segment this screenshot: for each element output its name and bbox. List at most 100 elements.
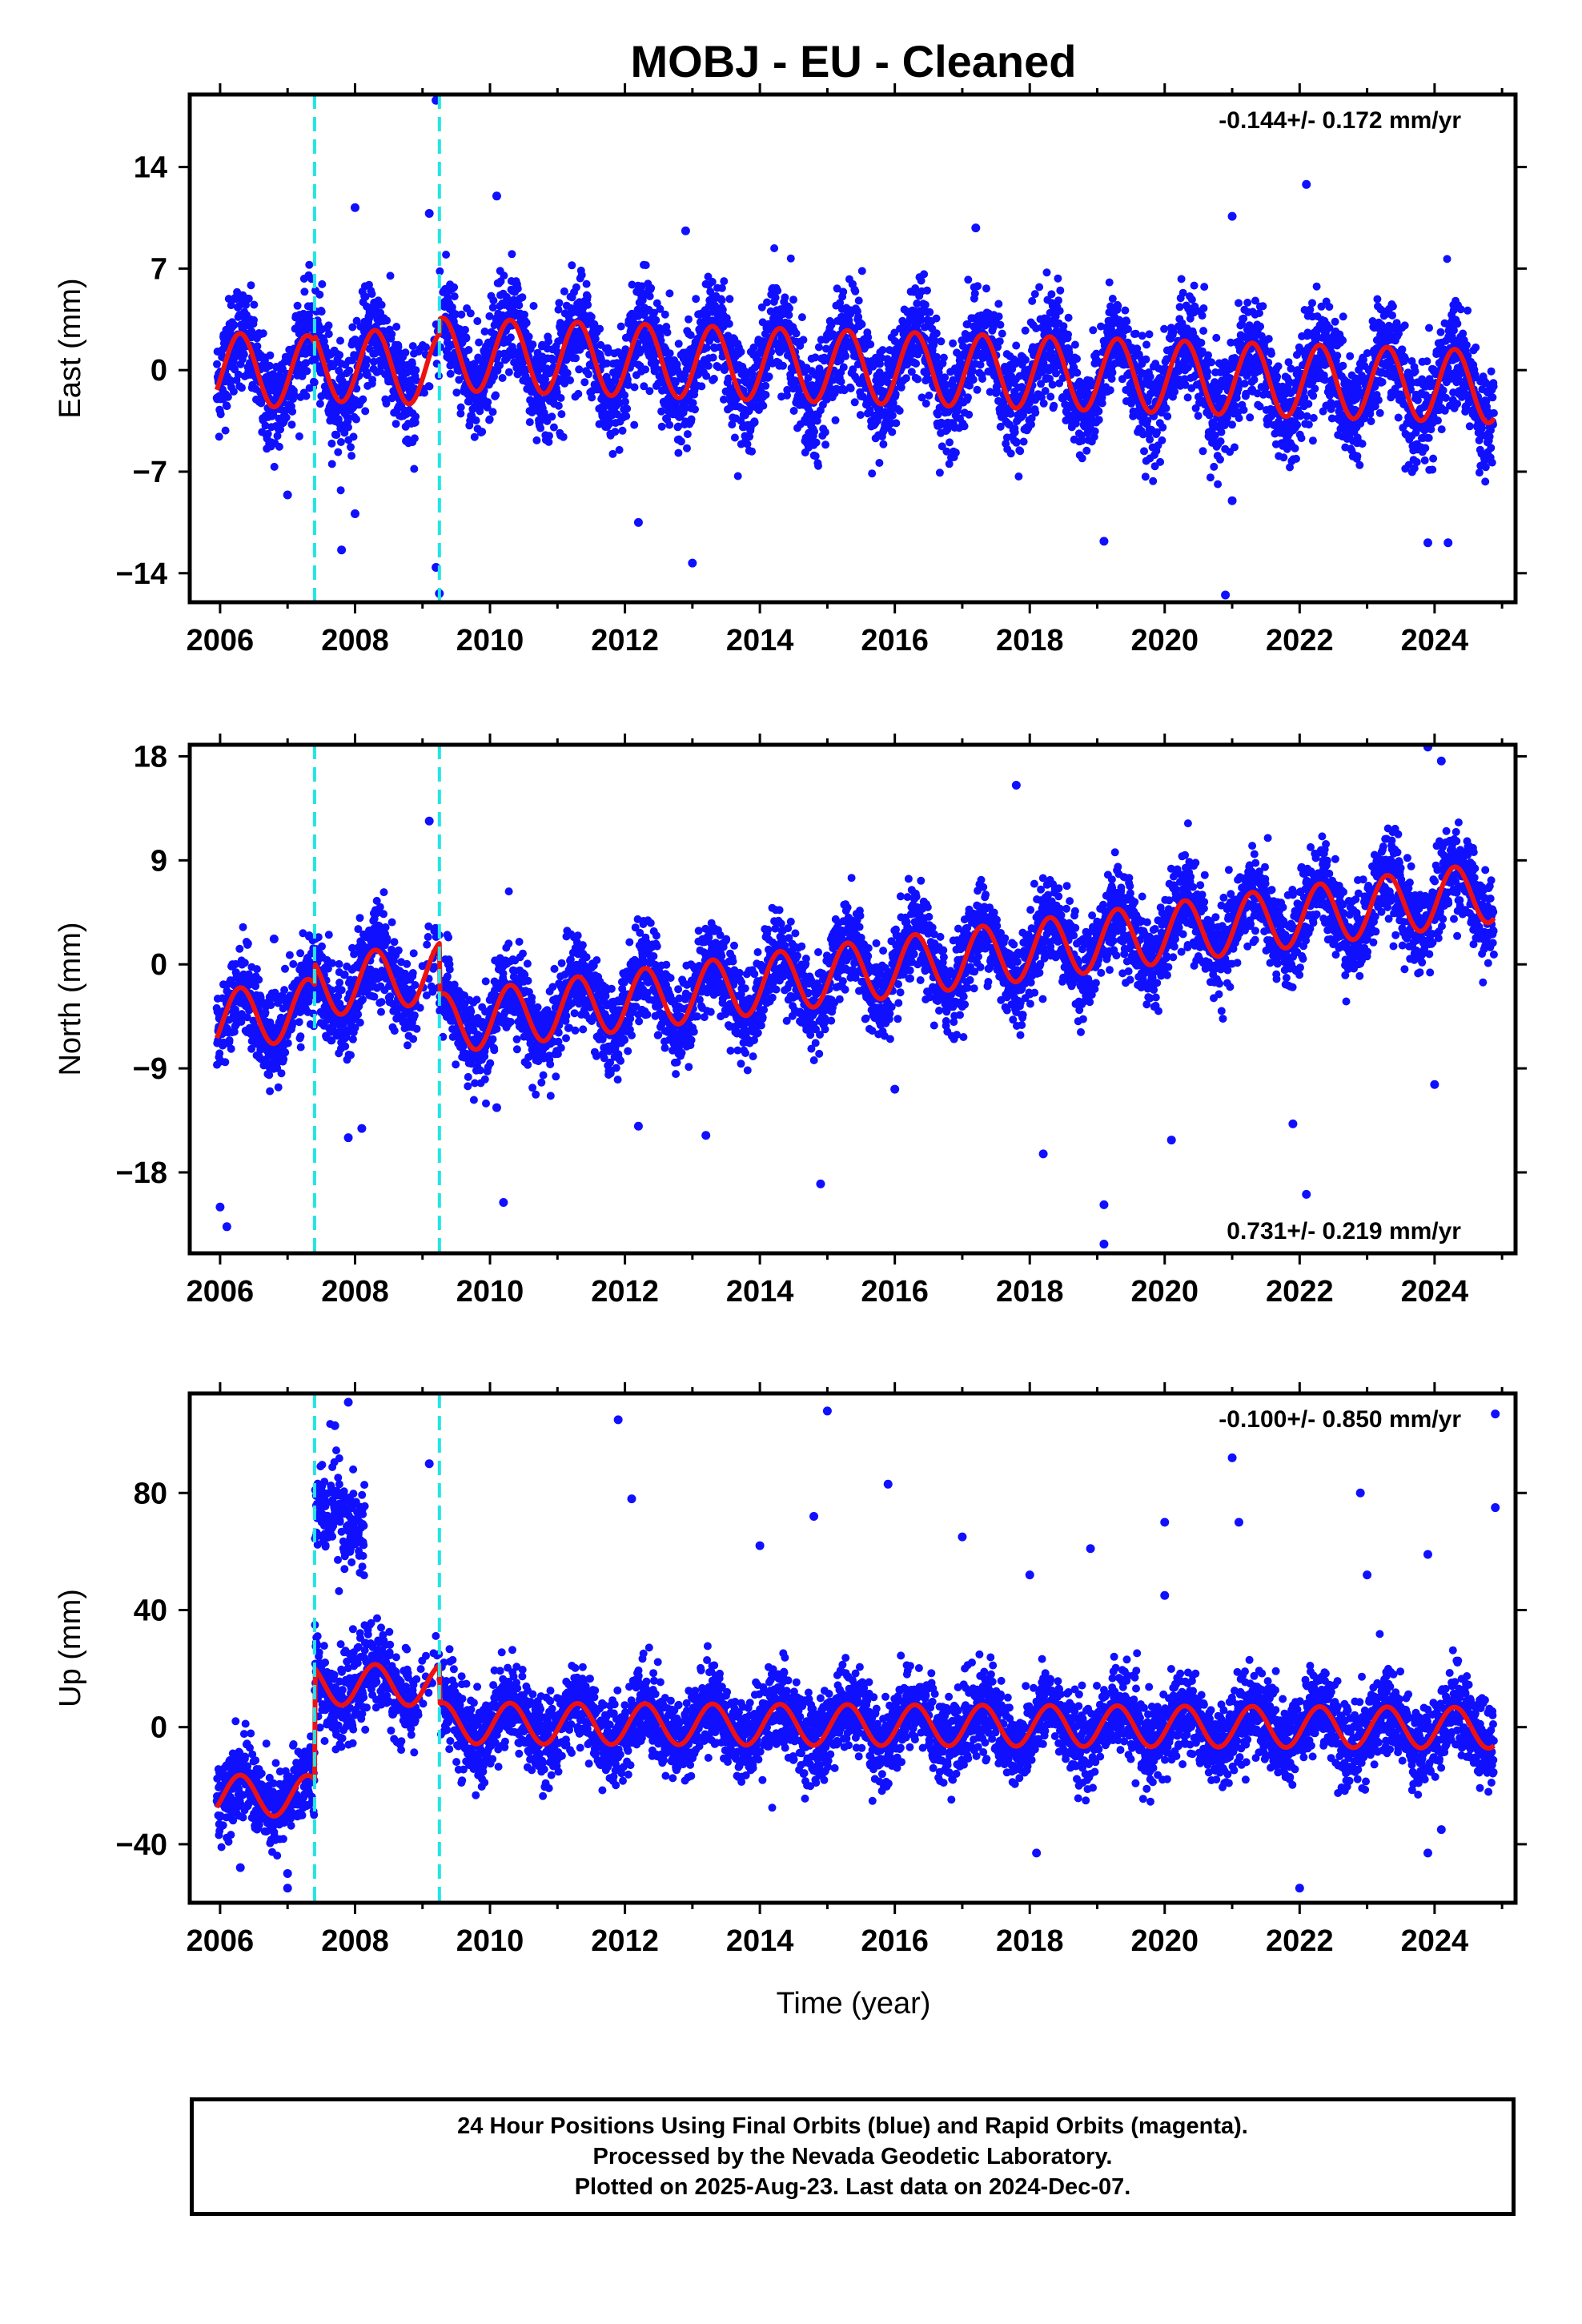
- data-point: [223, 402, 231, 411]
- data-point: [917, 276, 926, 285]
- data-point: [641, 365, 650, 374]
- data-point: [522, 319, 531, 328]
- data-point: [1331, 317, 1339, 326]
- data-point: [583, 292, 592, 301]
- data-point: [436, 267, 444, 275]
- data-point: [216, 410, 225, 419]
- data-point: [420, 388, 428, 397]
- data-point: [913, 350, 922, 359]
- data-point: [591, 335, 600, 344]
- data-point: [748, 447, 757, 456]
- data-point: [275, 442, 283, 451]
- data-point: [302, 392, 311, 400]
- data-point: [831, 416, 840, 424]
- data-point: [641, 261, 650, 270]
- data-point: [743, 440, 752, 448]
- data-point: [973, 385, 982, 394]
- data-point: [1122, 317, 1131, 326]
- data-point: [691, 405, 699, 414]
- data-point: [1308, 299, 1316, 308]
- data-point: [827, 320, 836, 329]
- data-point: [1367, 417, 1375, 425]
- data-point: [945, 460, 954, 468]
- data-point: [1228, 420, 1236, 429]
- data-point: [1082, 446, 1091, 455]
- data-point: [770, 244, 779, 252]
- data-point: [1006, 449, 1015, 458]
- data-point: [683, 430, 692, 439]
- data-point: [1047, 290, 1056, 299]
- data-point: [1027, 414, 1036, 423]
- data-point: [1239, 405, 1248, 414]
- data-point: [761, 391, 770, 399]
- data-point: [932, 314, 941, 323]
- data-point: [572, 354, 580, 363]
- data-point: [324, 330, 333, 339]
- data-point: [1140, 447, 1148, 456]
- data-point: [470, 432, 479, 441]
- data-point: [377, 300, 386, 309]
- data-point: [1199, 304, 1208, 312]
- data-point: [552, 388, 561, 396]
- data-point: [1146, 435, 1154, 444]
- data-point: [224, 295, 233, 304]
- data-point: [837, 377, 845, 386]
- data-point: [541, 375, 549, 384]
- data-point: [995, 337, 1004, 346]
- data-point: [518, 293, 527, 302]
- data-point: [1183, 393, 1192, 402]
- data-point: [489, 296, 498, 305]
- data-point: [605, 417, 614, 426]
- data-point: [876, 360, 884, 368]
- data-point: [1264, 335, 1273, 344]
- data-point: [1010, 428, 1019, 436]
- data-point: [1027, 420, 1035, 428]
- data-point: [1339, 361, 1347, 370]
- data-point: [464, 346, 473, 354]
- data-point: [913, 375, 922, 384]
- data-point: [1311, 384, 1319, 393]
- data-point: [942, 447, 951, 456]
- data-point: [875, 368, 884, 376]
- data-point: [611, 428, 620, 436]
- data-point: [771, 293, 780, 302]
- data-point: [613, 410, 621, 419]
- data-point: [361, 407, 370, 416]
- data-point: [529, 302, 538, 310]
- data-point: [290, 390, 299, 399]
- data-point: [500, 271, 508, 280]
- data-point: [575, 365, 584, 374]
- data-point: [515, 301, 524, 310]
- data-point: [315, 290, 324, 299]
- data-point: [1259, 302, 1267, 311]
- data-point: [692, 295, 701, 304]
- data-point: [786, 254, 795, 263]
- data-point: [1194, 412, 1203, 420]
- data-point: [1309, 413, 1318, 422]
- data-point: [1240, 380, 1249, 388]
- data-point: [230, 320, 239, 329]
- data-point: [946, 438, 954, 447]
- data-point: [1160, 324, 1169, 333]
- data-point: [259, 329, 267, 338]
- data-point: [720, 395, 728, 404]
- data-point: [536, 424, 545, 432]
- data-point: [864, 333, 873, 342]
- data-point: [1050, 401, 1058, 410]
- data-point: [994, 312, 1003, 321]
- data-point: [1145, 330, 1154, 339]
- data-point: [1239, 314, 1248, 323]
- timeseries-figure: MOBJ - EU - Cleaned 2006 2008 2010 2012 2014…: [54, 36, 1527, 2020]
- data-point: [349, 432, 358, 441]
- data-point: [1214, 480, 1223, 489]
- data-point: [480, 328, 489, 336]
- data-point: [673, 360, 681, 368]
- data-point: [1358, 440, 1367, 448]
- data-point: [1039, 399, 1048, 408]
- data-point: [1273, 372, 1282, 381]
- data-point: [621, 397, 629, 406]
- data-point: [748, 369, 757, 378]
- data-point: [707, 333, 716, 342]
- data-point: [796, 341, 805, 350]
- data-point: [324, 321, 333, 330]
